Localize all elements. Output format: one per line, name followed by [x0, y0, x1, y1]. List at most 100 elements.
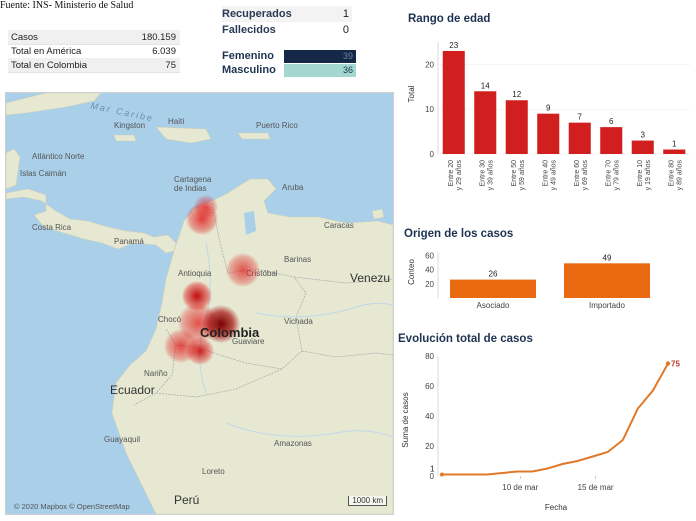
- map-label: Atlántico Norte: [32, 152, 85, 161]
- map-label: Barinas: [284, 255, 312, 264]
- evolution-chart-xlabel: Fecha: [545, 503, 568, 512]
- origin-chart-title: Origen de los casos: [404, 228, 514, 240]
- gender-bar-femenino: 39: [284, 49, 356, 63]
- map-label: Cristóbal: [246, 269, 278, 278]
- source-text: Fuente: INS- Ministerio de Salud: [0, 0, 134, 11]
- age-bar-label: 12: [512, 90, 521, 99]
- evolution-series-line: [442, 363, 669, 476]
- age-bar-label: 6: [609, 117, 614, 126]
- outcome-row-recuperados: Recuperados 1: [222, 6, 352, 22]
- origin-chart: Conteo 20 40 60 26 Asociado 49 Importado: [407, 252, 650, 310]
- evolution-xtick-label: 10 de mar: [502, 483, 538, 492]
- evolution-chart-title: Evolución total de casos: [398, 333, 533, 345]
- age-category-label: Entre 70y 79 años: [605, 160, 620, 191]
- origin-ytick-label: 20: [425, 280, 434, 289]
- map-label: Puerto Rico: [256, 121, 298, 130]
- evolution-chart: Suma de casos Fecha 0 20 40 60 80 10 de mar 15…: [401, 352, 680, 512]
- stat-value: 6.039: [152, 45, 176, 57]
- evolution-ytick-label: 80: [425, 352, 434, 361]
- stat-label: Total en América: [11, 45, 82, 57]
- age-category-label: Entre 10y 19 años: [637, 160, 652, 191]
- case-cluster-marker[interactable]: [186, 337, 214, 365]
- evolution-start-label: 1: [430, 465, 435, 474]
- evolution-end-point: [665, 361, 671, 366]
- age-bar-label: 9: [546, 104, 551, 113]
- stat-row-casos: Casos 180.159: [8, 30, 180, 45]
- age-bar-label: 23: [449, 41, 458, 50]
- outcome-label: Fallecidos: [222, 24, 276, 36]
- age-bar: [568, 122, 591, 154]
- map-label: Cartagena de Indias: [174, 175, 212, 193]
- stat-row-america: Total en América 6.039: [8, 44, 180, 59]
- age-bar: [442, 50, 465, 154]
- evolution-ytick-label: 20: [425, 442, 434, 451]
- age-bar: [537, 113, 560, 154]
- gender-row-femenino[interactable]: Femenino 39: [222, 49, 356, 63]
- case-cluster-marker[interactable]: [194, 195, 218, 219]
- age-bar: [474, 91, 497, 154]
- map-scale: 1000 km: [348, 496, 387, 506]
- age-ytick-label: 20: [425, 60, 434, 69]
- map-attribution[interactable]: © 2020 Mapbox © OpenStreetMap: [14, 502, 130, 511]
- stat-label: Total en Colombia: [11, 59, 88, 71]
- age-category-label: Entre 60y 69 años: [574, 160, 589, 191]
- age-category-label: Entre 80y 89 años: [668, 160, 683, 191]
- origin-bar: [450, 279, 536, 298]
- origin-bar-label: 49: [603, 253, 612, 262]
- map-label: Guaviare: [232, 337, 265, 346]
- age-bar-label: 3: [641, 131, 646, 140]
- map-label: Ecuador: [110, 383, 155, 397]
- outcome-value: 1: [342, 8, 349, 20]
- map-label: Nariño: [144, 369, 168, 378]
- age-bar-label: 14: [481, 81, 490, 90]
- age-category-label: Entre 30y 39 años: [479, 160, 494, 191]
- stat-value: 75: [165, 59, 176, 71]
- origin-bar: [564, 263, 650, 298]
- age-chart-title: Rango de edad: [408, 13, 491, 25]
- map-label: Antioquia: [178, 269, 212, 278]
- map-label: Perú: [174, 493, 200, 507]
- origin-ytick-label: 40: [425, 266, 434, 275]
- age-ytick-label: 0: [430, 150, 435, 159]
- map-label: Caracas: [324, 221, 354, 230]
- case-cluster-marker[interactable]: [202, 305, 240, 343]
- stat-label: Casos: [11, 31, 38, 43]
- evolution-end-label: 75: [671, 360, 680, 369]
- age-bar-label: 7: [578, 113, 583, 122]
- age-category-label: Entre 40y 49 años: [542, 160, 557, 191]
- age-bar-label: 1: [672, 140, 677, 149]
- age-chart-ylabel: Total: [407, 85, 416, 102]
- age-category-label: Entre 20y 29 años: [448, 160, 463, 191]
- outcome-value: 0: [342, 24, 349, 36]
- map-label: Islas Caimán: [20, 169, 67, 178]
- map-label: Vichada: [284, 317, 313, 326]
- map-label: Amazonas: [274, 439, 312, 448]
- age-category-label: Entre 50y 59 años: [511, 160, 526, 191]
- stat-row-colombia: Total en Colombia 75: [8, 58, 180, 73]
- cases-map[interactable]: Mar Caribe Atlántico Norte Islas Caimán …: [5, 92, 394, 515]
- age-chart: Total 0 10 20 23 Entre 20y 29 años 14 Entre 3…: [407, 41, 690, 191]
- gender-bar-masculino: 36: [284, 63, 356, 77]
- age-bar: [663, 149, 686, 154]
- gender-label: Femenino: [222, 50, 274, 62]
- origin-category-label: Importado: [589, 301, 626, 310]
- map-label: Costa Rica: [32, 223, 72, 232]
- case-cluster-marker[interactable]: [226, 253, 260, 287]
- stat-value: 180.159: [141, 31, 176, 43]
- age-bar: [600, 127, 623, 154]
- origin-chart-ylabel: Conteo: [407, 259, 416, 285]
- gender-row-masculino[interactable]: Masculino 36: [222, 63, 356, 77]
- evolution-ytick-label: 40: [425, 412, 434, 421]
- gender-label: Masculino: [222, 64, 276, 76]
- map-label: Guayaquil: [104, 435, 141, 444]
- age-ytick-label: 10: [425, 105, 434, 114]
- map-label: Panamá: [114, 237, 144, 246]
- map-label: Kingston: [114, 121, 146, 130]
- evolution-xtick-label: 15 de mar: [578, 483, 614, 492]
- map-country-label: Colombia: [200, 325, 260, 340]
- outcome-row-fallecidos: Fallecidos 0: [222, 22, 352, 38]
- evolution-ytick-label: 60: [425, 382, 434, 391]
- age-bar: [505, 100, 528, 154]
- evolution-start-point: [440, 472, 444, 477]
- map-label: Aruba: [282, 183, 304, 192]
